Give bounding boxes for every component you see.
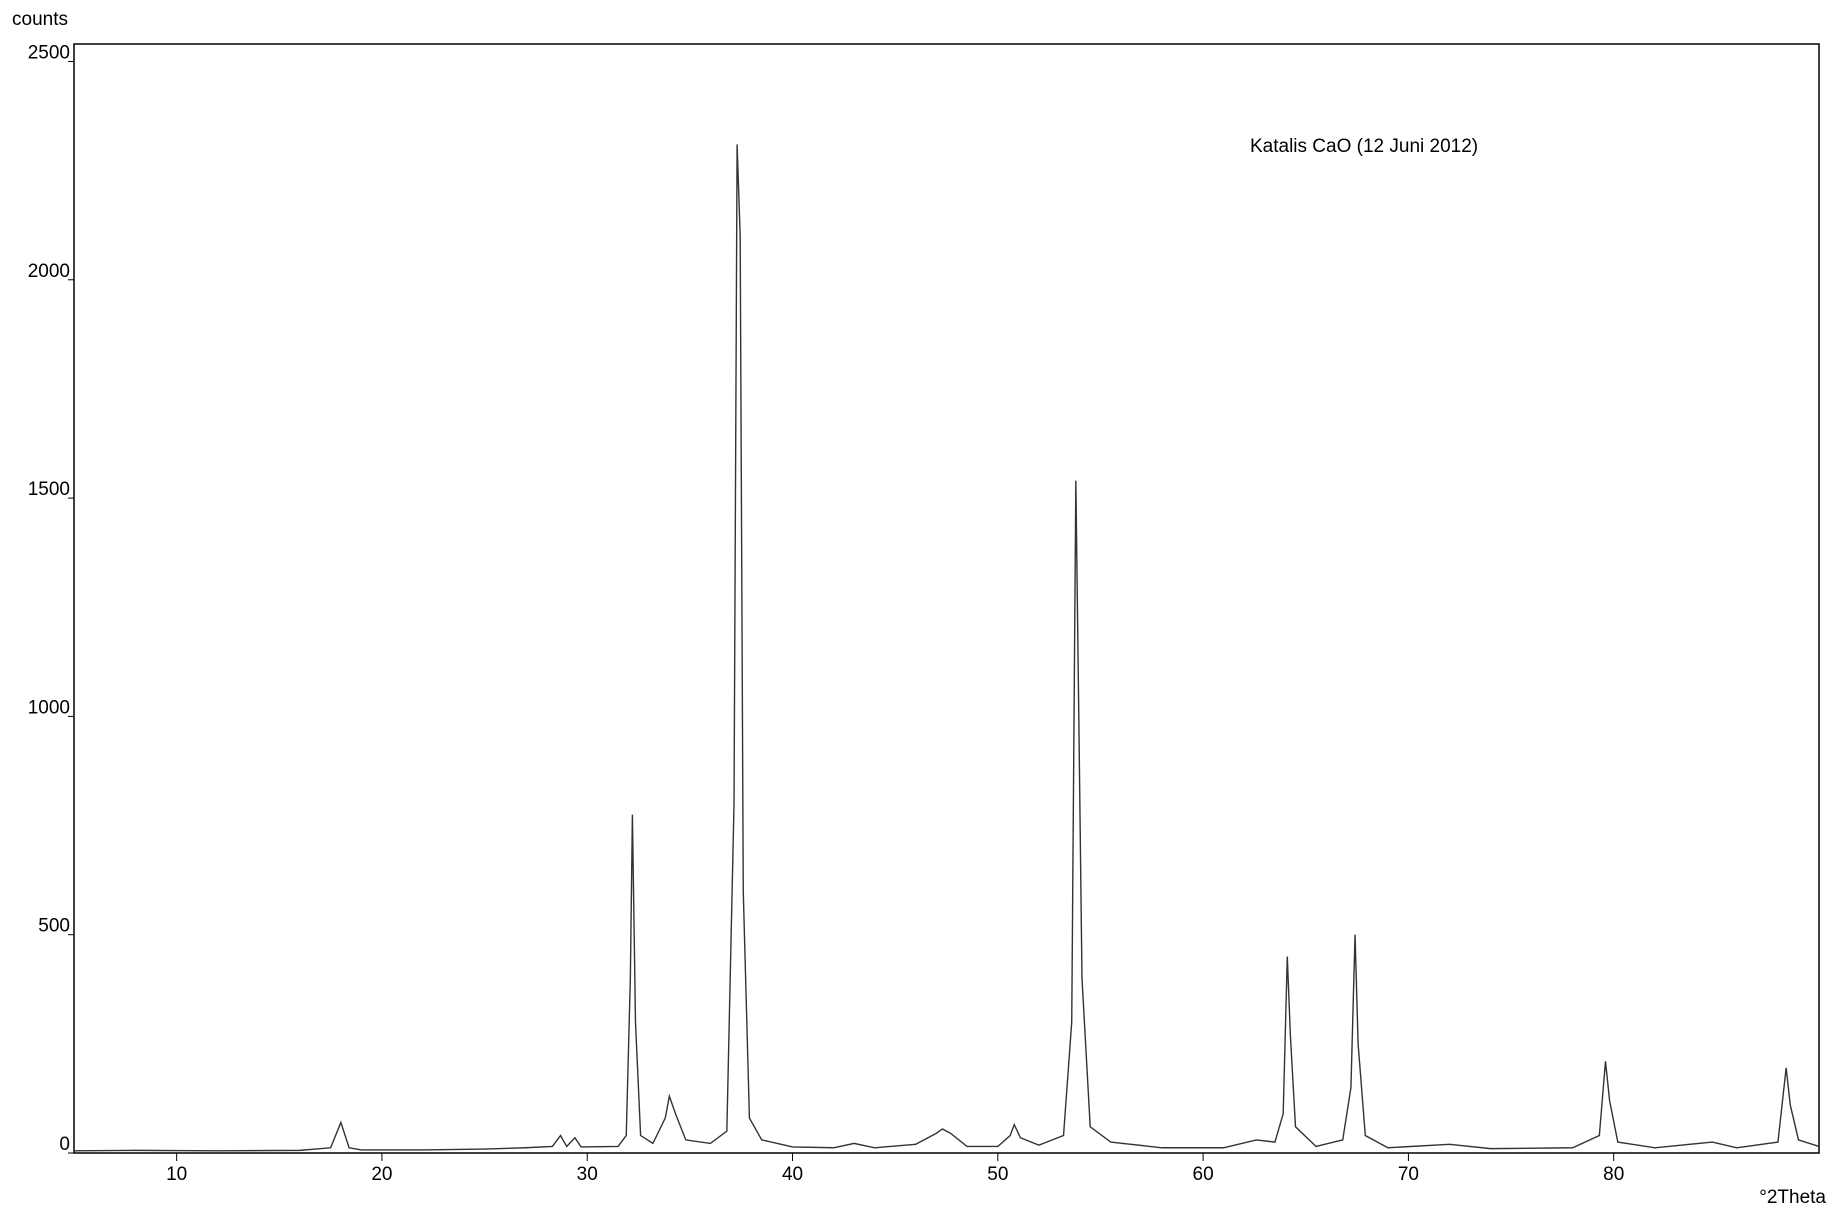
y-tick-label: 1000 — [28, 697, 70, 718]
y-axis-label: counts — [12, 9, 68, 30]
x-tick-label: 40 — [782, 1164, 803, 1185]
y-tick-label: 2500 — [28, 42, 70, 63]
y-tick-label: 0 — [59, 1134, 70, 1155]
y-tick-label: 1500 — [28, 479, 70, 500]
x-tick-label: 30 — [577, 1164, 598, 1185]
x-tick-label: 70 — [1398, 1164, 1419, 1185]
annotation: Katalis CaO (12 Juni 2012) — [1250, 136, 1478, 157]
x-tick-label: 60 — [1193, 1164, 1214, 1185]
x-tick-label: 20 — [371, 1164, 392, 1185]
x-tick-label: 80 — [1603, 1164, 1624, 1185]
x-tick-label: 50 — [987, 1164, 1008, 1185]
x-tick-label: 10 — [166, 1164, 187, 1185]
data-line — [74, 144, 1819, 1150]
y-tick-label: 500 — [38, 916, 70, 937]
plot-frame — [74, 44, 1819, 1153]
y-tick-label: 2000 — [28, 261, 70, 282]
x-axis-label: °2Theta — [1759, 1187, 1826, 1208]
chart: counts °2Theta Katalis CaO (12 Juni 2012… — [0, 0, 1834, 1209]
